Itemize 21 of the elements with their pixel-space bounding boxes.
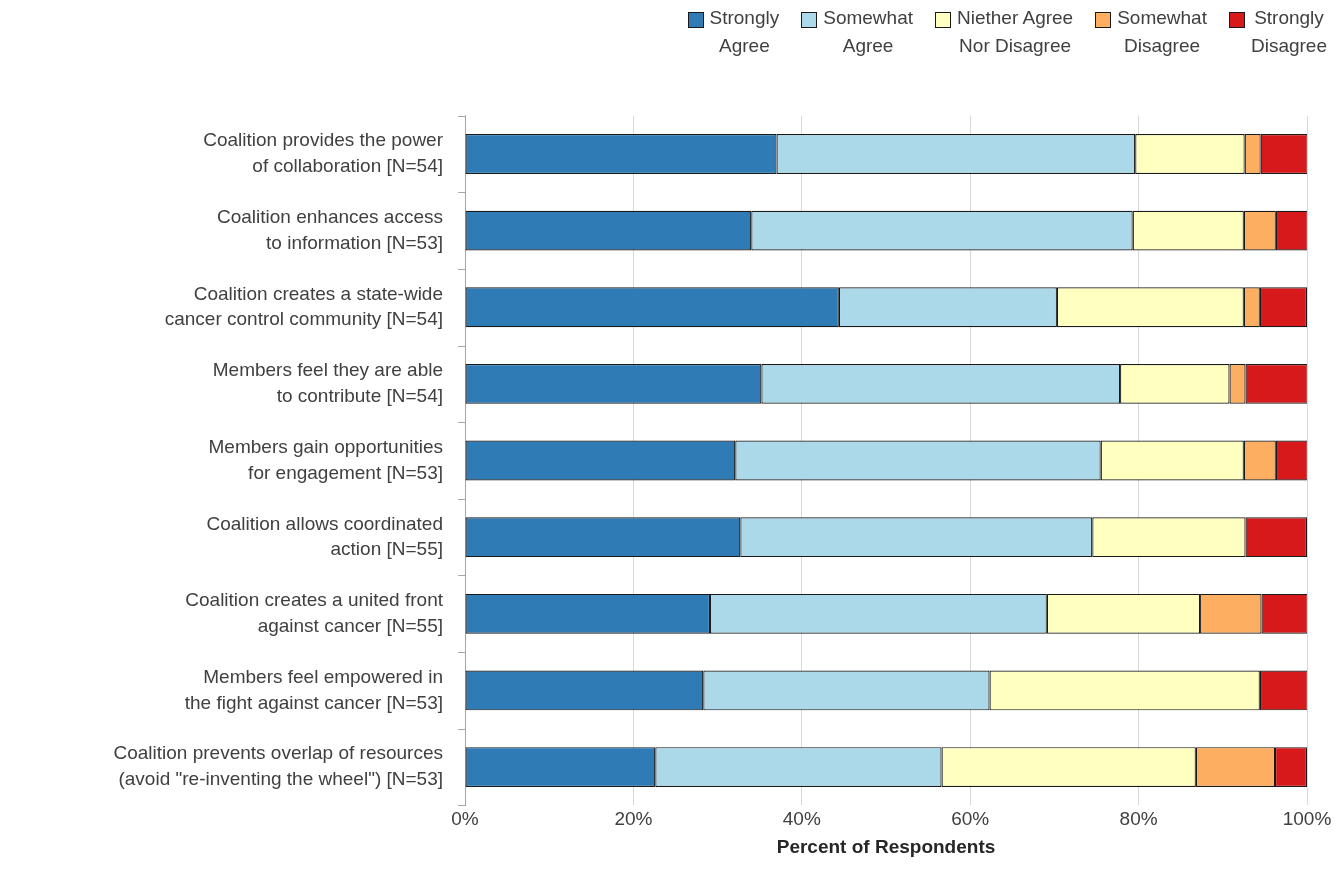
legend-label: Strongly Disagree — [1250, 6, 1327, 58]
y-tick-label: Coalition provides the power of collaboration [N=54] — [203, 129, 444, 177]
legend-label: Strongly Agree — [709, 6, 780, 58]
y-tick-label: Coalition creates a state-wide cancer control community [N=54] — [164, 282, 443, 330]
y-tick-label: Members feel they are able to contribute [N=54] — [212, 359, 443, 406]
y-tick-label: Coalition creates a united front against cancer [N=55] — [185, 589, 444, 636]
x-tick-label: 60% — [951, 808, 990, 830]
legend-label: Niether Agree Nor Disagree — [956, 6, 1074, 58]
y-tick-label: Coalition allows coordinated action [N=55] — [206, 512, 443, 560]
x-tick-label: 80% — [1119, 808, 1158, 830]
y-tick-label: Members feel empowered in the fight against cancer [N=53] — [184, 665, 443, 713]
x-tick-label: 40% — [782, 808, 821, 830]
y-tick-label: Members gain opportunities for engagement [N=53] — [208, 435, 443, 483]
x-tick-label: 0% — [451, 808, 479, 830]
x-tick-label: 20% — [614, 808, 653, 830]
legend-label: Somewhat Agree — [823, 6, 913, 58]
y-tick-label: Coalition prevents overlap of resources (avoid "re-inventing the wheel") [N=53] — [113, 742, 443, 790]
x-tick-label: 100% — [1282, 808, 1332, 830]
x-axis-title: Percent of Respondents — [776, 835, 996, 857]
legend-label: Somewhat Disagree — [1117, 6, 1207, 58]
y-tick-label: Coalition enhances access to information [N=53] — [216, 206, 443, 253]
